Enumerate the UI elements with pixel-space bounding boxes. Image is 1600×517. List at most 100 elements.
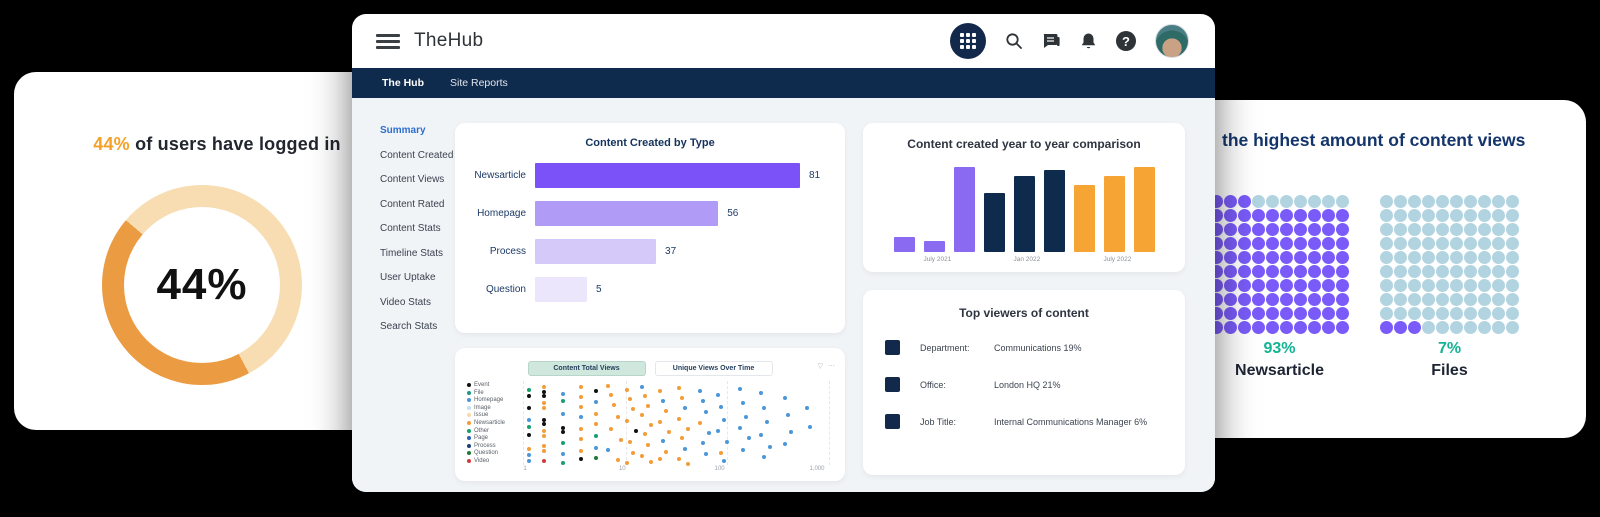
legend-dot [467, 398, 471, 403]
year-bar [1133, 167, 1155, 252]
legend-item-other: Other [467, 428, 521, 434]
waffle-dot [1322, 237, 1335, 250]
legend-item-question: Question [467, 450, 521, 456]
scatter-point [700, 441, 705, 446]
scatter-point [685, 461, 690, 466]
waffle-dot [1336, 321, 1349, 334]
hbar-chart-title: Content Created by Type [585, 137, 715, 149]
scatter-point [764, 420, 769, 425]
waffle-dot [1464, 293, 1477, 306]
scatter-point [542, 428, 547, 433]
scatter-legend: Event File Homepage Image Issue Newsarticle Ot… [467, 381, 521, 465]
nav-tab-site-reports[interactable]: Site Reports [450, 77, 508, 89]
waffle-dot [1380, 293, 1393, 306]
gridline [727, 381, 729, 465]
waffle-dot [1224, 209, 1237, 222]
scatter-point [768, 444, 772, 449]
scatter-point [658, 420, 663, 425]
waffle-dot [1422, 223, 1435, 236]
scatter-point [527, 424, 532, 429]
waffle-dot [1478, 237, 1491, 250]
waffle-dot [1380, 237, 1393, 250]
waffle-dot [1322, 251, 1335, 264]
viewer-square-icon [885, 377, 900, 392]
sidebar-item-video-stats[interactable]: Video Stats [380, 296, 431, 308]
waffle-dot [1238, 279, 1251, 292]
scatter-point [682, 447, 687, 452]
bell-icon[interactable] [1080, 32, 1097, 51]
waffle-dot [1224, 293, 1237, 306]
waffle-dot [1394, 307, 1407, 320]
scatter-point [676, 417, 681, 422]
sidebar-item-content-views[interactable]: Content Views [380, 174, 445, 185]
menu-icon[interactable] [376, 33, 400, 49]
donut-center-value: 44% [156, 260, 248, 309]
year-tick-label [1044, 256, 1065, 263]
scatter-point [578, 415, 583, 420]
waffle-dot [1380, 209, 1393, 222]
avatar[interactable] [1155, 24, 1189, 58]
waffle-dot [1266, 293, 1279, 306]
sidebar-item-content-created[interactable]: Content Created [380, 149, 454, 161]
sidebar-item-summary[interactable]: Summary [380, 125, 426, 136]
scatter-point [697, 421, 702, 426]
sidebar-item-content-rated[interactable]: Content Rated [380, 198, 445, 210]
waffle-dot [1408, 223, 1421, 236]
year-tick-label: Jan 2022 [1013, 256, 1041, 263]
waffle-dot [1238, 195, 1251, 208]
filter-icon[interactable]: ▽ [817, 363, 823, 370]
sidebar-item-timeline-stats[interactable]: Timeline Stats [380, 247, 443, 259]
help-icon[interactable]: ? [1116, 31, 1136, 51]
scatter-point [761, 406, 766, 411]
waffle-dot [1322, 195, 1335, 208]
scatter-point [594, 400, 599, 405]
waffle-dot [1380, 321, 1393, 334]
waffle-dot [1506, 279, 1519, 292]
waffle-dot [1294, 293, 1307, 306]
waffle-dot [1478, 293, 1491, 306]
scatter-point [716, 428, 721, 433]
scatter-point [761, 454, 766, 459]
waffle-dot [1252, 293, 1265, 306]
sidebar-item-user-uptake[interactable]: User Uptake [380, 272, 436, 283]
nav-tab-the-hub[interactable]: The Hub [382, 77, 424, 89]
waffle-dot [1478, 251, 1491, 264]
waffle-dot [1336, 237, 1349, 250]
more-icon[interactable]: ⋯ [828, 363, 835, 370]
legend-dot [467, 390, 471, 395]
chat-icon[interactable] [1042, 32, 1061, 50]
waffle-dot [1450, 237, 1463, 250]
scatter-tick-label: 1 [523, 466, 527, 472]
waffle-dot [1464, 279, 1477, 292]
waffle-dot [1506, 307, 1519, 320]
apps-grid-button[interactable] [950, 23, 986, 59]
tab-unique-views-over-time[interactable]: Unique Views Over Time [654, 361, 773, 376]
year-tick-label: July 2021 [923, 256, 952, 263]
waffle-dot [1336, 209, 1349, 222]
year-chart-title: Content created year to year comparison [907, 137, 1141, 151]
waffle-dot [1408, 321, 1421, 334]
year-bar [953, 167, 975, 252]
legend-item-process: Process [467, 443, 521, 449]
legend-dot [467, 436, 471, 441]
viewer-row: Department: Communications 19% [885, 340, 1163, 355]
viewer-row: Job Title: Internal Communications Manage… [885, 414, 1163, 429]
sidebar-item-search-stats[interactable]: Search Stats [380, 321, 438, 332]
waffle-dot [1436, 293, 1449, 306]
waffle-dot [1308, 307, 1321, 320]
waffle-dot [1322, 321, 1335, 334]
legend-item-issue: Issue [467, 412, 521, 418]
scatter-point [624, 387, 629, 392]
tab-content-total-views[interactable]: Content Total Views [527, 361, 646, 376]
waffle-dot [1492, 195, 1505, 208]
waffle-dot [1422, 195, 1435, 208]
scatter-point [740, 448, 745, 453]
sidebar-item-content-stats[interactable]: Content Stats [380, 223, 441, 234]
gridline [828, 381, 830, 465]
waffle-dot [1464, 265, 1477, 278]
scatter-plot [523, 381, 830, 466]
waffle-dot [1224, 307, 1237, 320]
scatter-point [725, 439, 730, 444]
search-icon[interactable] [1005, 32, 1023, 50]
